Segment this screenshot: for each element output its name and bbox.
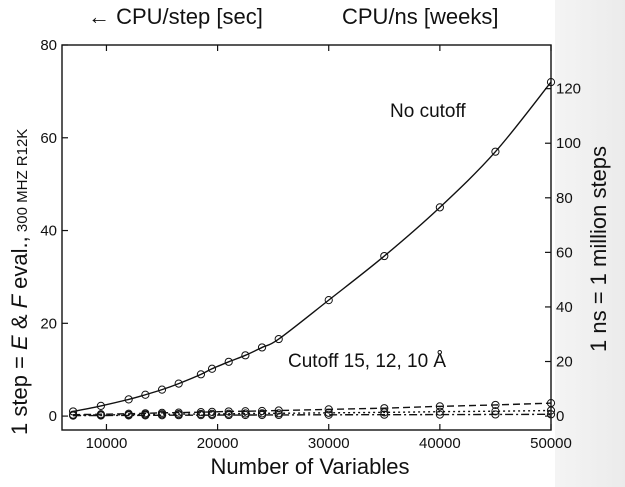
series-0-point — [546, 78, 556, 87]
y2-tick-label: 100 — [556, 135, 581, 152]
y-axis-label-left: 1 step = E & F eval., 300 MHZ R12K — [7, 129, 32, 435]
x-tick-label: 10000 — [86, 435, 128, 452]
series-0-point — [69, 407, 78, 416]
series-3-point — [546, 410, 556, 419]
series-0-point — [174, 379, 183, 388]
y-tick-label: 20 — [40, 315, 57, 332]
x-tick-label: 50000 — [530, 435, 572, 452]
axis-ticks — [62, 44, 552, 430]
series-1-point — [491, 400, 500, 410]
y-label-part-eval: eval., — [7, 236, 32, 295]
series-3-point — [96, 411, 105, 420]
y2-tick-label: 40 — [556, 299, 573, 316]
series-1-point — [224, 407, 233, 416]
x-tick-label: 20000 — [197, 435, 239, 452]
series-0-point — [241, 351, 250, 360]
header-right-label: CPU/ns [weeks] — [342, 4, 499, 29]
series-2-point — [435, 407, 444, 416]
series-0-point — [224, 357, 233, 366]
y-label-part-e: E — [7, 335, 32, 350]
header-left-label: ← CPU/step [sec] — [88, 4, 263, 29]
series-3-point — [224, 410, 233, 420]
series-1-point — [435, 402, 444, 411]
series-0-point — [274, 334, 283, 344]
y-tick-label: 40 — [40, 223, 57, 240]
x-tick-label: 30000 — [308, 435, 350, 452]
series-3-point — [491, 410, 500, 419]
series-3-point — [124, 411, 133, 420]
series-0-point — [196, 370, 206, 379]
series-3-point — [174, 411, 183, 420]
series-line-2 — [73, 409, 552, 416]
series-3-point — [324, 410, 333, 419]
series-0-point — [257, 343, 267, 352]
y-label-part-machine: 300 MHZ R12K — [14, 129, 31, 237]
series-0-point — [380, 251, 389, 261]
series-3-point — [380, 410, 389, 419]
series-0-point — [324, 296, 333, 305]
plot-frame — [61, 44, 552, 431]
series-3-point — [196, 411, 206, 420]
series-2-point — [491, 407, 500, 416]
series-0-point — [141, 390, 150, 399]
series-0-point — [124, 395, 133, 404]
series-0-point — [435, 203, 444, 212]
series-2-point — [546, 406, 556, 415]
y2-tick-label: 0 — [556, 408, 564, 425]
y-label-part-f: F — [7, 293, 32, 308]
y-tick-label: 0 — [49, 408, 57, 425]
y-label-part-amp: & — [7, 308, 32, 335]
y2-tick-label: 120 — [556, 81, 581, 98]
series-3-point — [257, 410, 267, 420]
series-1-point — [257, 406, 267, 416]
series-3-point — [241, 410, 250, 420]
x-tick-label: 40000 — [419, 435, 461, 452]
annotation-no-cutoff: No cutoff — [390, 101, 466, 122]
series-3-point — [207, 411, 217, 420]
series-3-point — [69, 411, 78, 420]
y2-tick-label: 60 — [556, 244, 573, 261]
series-1-point — [380, 404, 389, 413]
y-tick-label: 80 — [40, 37, 57, 54]
series-0-point — [207, 364, 217, 373]
series-3-point — [435, 410, 444, 419]
annotation-cutoff: Cutoff 15, 12, 10 Å — [288, 351, 446, 372]
series-2-point — [380, 408, 389, 417]
series-line-1 — [73, 402, 552, 416]
series-1-point — [324, 405, 333, 414]
scan-background — [555, 0, 625, 487]
marker-layer — [69, 78, 556, 420]
series-3-point — [141, 411, 150, 420]
series-0-point — [157, 385, 167, 394]
series-1-point — [274, 406, 283, 415]
y-axis-label-right: 1 ns = 1 million steps — [586, 146, 611, 352]
series-0-point — [491, 147, 500, 156]
series-0-point — [96, 401, 105, 410]
series-1-point — [241, 407, 250, 416]
y-label-part-step: 1 step = — [7, 350, 32, 435]
y2-tick-label: 80 — [556, 190, 573, 207]
x-axis-label: Number of Variables — [211, 454, 410, 479]
series-3-point — [274, 410, 283, 420]
series-3-point — [157, 411, 167, 420]
y2-tick-label: 20 — [556, 354, 573, 371]
y-tick-label: 60 — [40, 130, 57, 147]
tick-labels: 10000 20000 30000 40000 50000 0 20 40 60 80 0 20 40 6… — [40, 37, 581, 452]
